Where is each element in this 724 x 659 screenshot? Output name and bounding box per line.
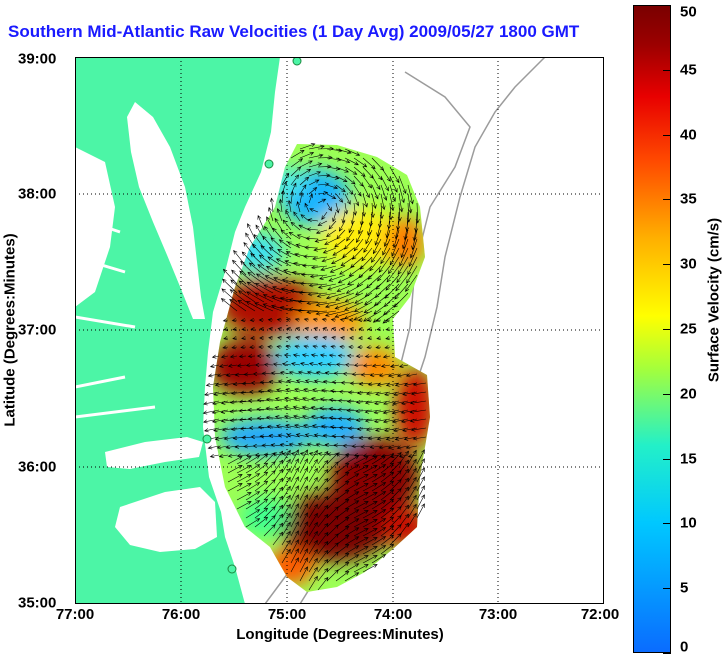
velocity-map <box>75 57 604 604</box>
colorbar-tick-mark <box>663 264 671 266</box>
colorbar-tick-label: 5 <box>680 579 689 597</box>
colorbar-tick-label: 35 <box>680 190 697 208</box>
pamlico-sound <box>115 487 217 552</box>
y-tick-label: 37:00 <box>18 321 57 339</box>
colorbar-tick-label: 10 <box>680 514 697 532</box>
vector-arrow-set <box>202 143 427 591</box>
x-tick-label: 72:00 <box>580 606 620 623</box>
colorbar-tick-mark <box>663 69 671 71</box>
delmarva-peninsula <box>212 57 275 242</box>
colorbar-tick-label: 40 <box>680 126 697 144</box>
colorbar-tick-mark <box>663 199 671 201</box>
hf-radar-stations <box>202 57 302 574</box>
y-tick-label: 39:00 <box>18 50 57 68</box>
x-axis-label: Longitude (Degrees:Minutes) <box>236 626 444 643</box>
colorbar-tick-label: 30 <box>680 255 697 273</box>
x-tick-label: 77:00 <box>55 606 95 623</box>
grid-lines <box>75 57 604 604</box>
colorbar-tick-label: 25 <box>680 320 697 338</box>
river-inlets <box>75 215 156 419</box>
colorbar-tick-mark <box>663 5 671 6</box>
colorbar-tick-mark <box>663 134 671 136</box>
y-tick-label: 35:00 <box>18 594 57 612</box>
x-tick-label: 74:00 <box>373 606 413 623</box>
albemarle-sound <box>105 437 203 469</box>
colorbar-tick-label: 45 <box>680 61 697 79</box>
colorbar-label: Surface Velocity (cm/s) <box>705 217 723 383</box>
colorbar-tick-label: 20 <box>680 385 697 403</box>
chesapeake-bay <box>127 102 205 319</box>
colorbar-tick-mark <box>663 458 671 460</box>
colorbar-tick-label: 0 <box>680 638 689 656</box>
colorbar-tick-mark <box>663 393 671 395</box>
colorbar-tick-mark <box>663 329 671 330</box>
colorbar-tick-mark <box>663 653 671 654</box>
x-tick-label: 76:00 <box>161 606 201 623</box>
x-tick-label: 73:00 <box>478 606 518 623</box>
y-axis-label: Latitude (Degrees:Minutes) <box>1 233 19 427</box>
y-tick-label: 38:00 <box>18 185 57 203</box>
map-title: Southern Mid-Atlantic Raw Velocities (1 … <box>8 22 580 41</box>
x-tick-label: 75:00 <box>267 606 307 623</box>
velocity-vectors <box>202 143 427 591</box>
y-tick-label: 36:00 <box>18 458 57 476</box>
colorbar-tick-label: 50 <box>680 3 697 21</box>
colorbar-tick-mark <box>663 588 671 590</box>
colorbar-tick-label: 15 <box>680 450 697 468</box>
colorbar-tick-mark <box>663 523 671 525</box>
coastal-channel <box>75 147 115 307</box>
